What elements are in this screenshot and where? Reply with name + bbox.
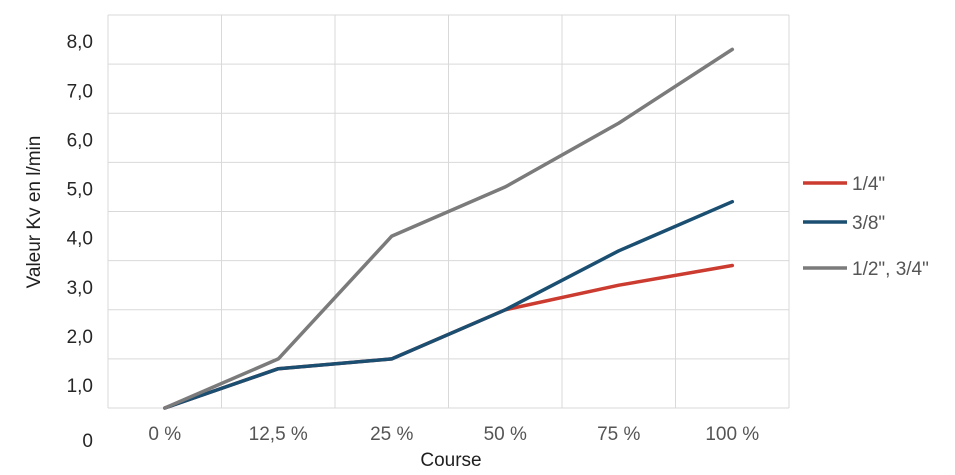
legend-label: 1/4" bbox=[852, 174, 885, 195]
y-axis-title: Valeur Kv en l/min bbox=[24, 136, 45, 289]
y-tick-label: 8,0 bbox=[67, 32, 93, 53]
x-tick-label: 75 % bbox=[597, 424, 640, 445]
legend-label: 3/8" bbox=[852, 213, 885, 234]
y-tick-label: 7,0 bbox=[67, 81, 93, 102]
y-tick-label: 3,0 bbox=[67, 278, 93, 299]
y-tick-label: 4,0 bbox=[67, 229, 93, 250]
y-tick-label: 0 bbox=[82, 431, 93, 452]
y-tick-label: 5,0 bbox=[67, 180, 93, 201]
y-tick-label: 6,0 bbox=[67, 130, 93, 151]
x-tick-label: 25 % bbox=[370, 424, 413, 445]
y-axis-ticks: 0 1,0 2,0 3,0 4,0 5,0 6,0 7,0 8,0 bbox=[67, 32, 93, 452]
x-axis-title: Course bbox=[420, 450, 481, 470]
x-tick-label: 50 % bbox=[484, 424, 527, 445]
y-tick-label: 2,0 bbox=[67, 327, 93, 348]
x-tick-label: 12,5 % bbox=[249, 424, 308, 445]
x-tick-label: 100 % bbox=[705, 424, 759, 445]
legend: 1/4" 3/8" 1/2", 3/4" bbox=[803, 174, 929, 280]
x-tick-label: 0 % bbox=[148, 424, 181, 445]
x-axis-ticks: 0 % 12,5 % 25 % 50 % 75 % 100 % bbox=[148, 424, 759, 445]
legend-label: 1/2", 3/4" bbox=[852, 259, 929, 280]
y-tick-label: 1,0 bbox=[67, 376, 93, 397]
